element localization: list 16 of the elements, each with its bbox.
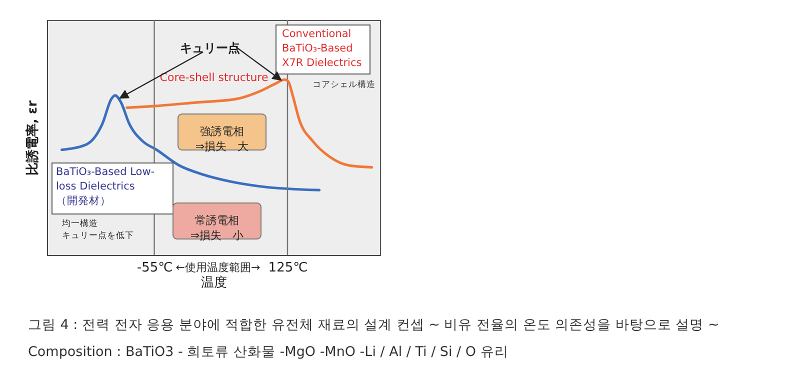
text: ←使用温度範囲→ [176, 261, 260, 274]
series-label: Conventional BaTiO₃-Based X7R Dielectrics [282, 28, 362, 69]
text: キュリー点 [180, 41, 240, 55]
annotation: 強誘電相 ⇒損失 大 [195, 125, 249, 153]
text: Composition : BaTiO3 - 희토류 산화물 -MgO -MnO -Li / Al / Ti / Si / O 유리 [28, 344, 508, 360]
x-tick-label: -55℃ [136, 260, 173, 276]
x-axis-title: 温度 [201, 274, 227, 290]
series-label: BaTiO₃-Based Low- loss Dielectrics （開発材） [56, 166, 155, 207]
caption: 그림 4 : 전력 전자 응용 분야에 적합한 유전체 재료의 설계 컨셉 ~ 비유 전율의 온도 의존성을 바탕으로 설명 ~ [28, 317, 720, 333]
annotation: Core-shell structure [160, 71, 268, 84]
annotation: 均一構造 [61, 218, 98, 229]
annotation: キュリー点を低下 [62, 230, 134, 241]
x-tick-label: 125℃ [268, 260, 308, 276]
y-axis-title: 比誘電率, εr [24, 100, 40, 176]
annotation: コアシェル構造 [312, 79, 376, 90]
annotation: 常誘電相 ⇒損失 小 [190, 214, 244, 242]
